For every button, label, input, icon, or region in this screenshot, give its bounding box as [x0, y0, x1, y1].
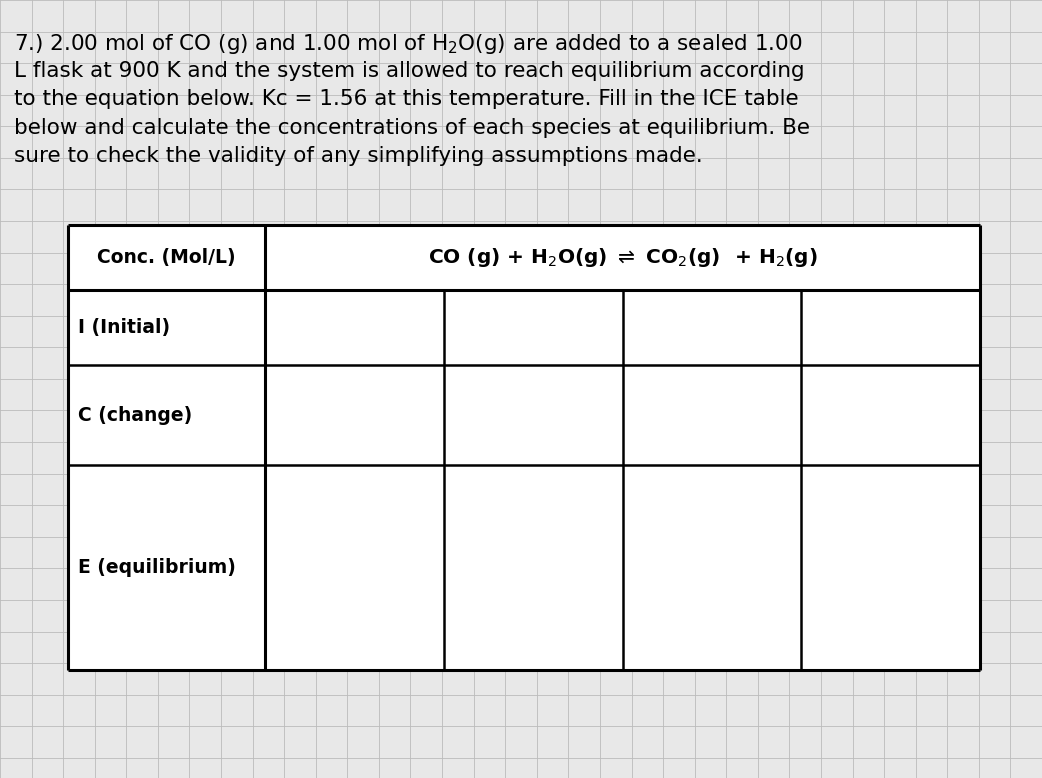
- Text: I (Initial): I (Initial): [78, 318, 170, 337]
- Text: 7.) 2.00 mol of CO (g) and 1.00 mol of H$_2$O(g) are added to a sealed 1.00: 7.) 2.00 mol of CO (g) and 1.00 mol of H…: [14, 32, 802, 56]
- Text: sure to check the validity of any simplifying assumptions made.: sure to check the validity of any simpli…: [14, 146, 702, 166]
- Bar: [68, 225, 979, 670]
- Text: below and calculate the concentrations of each species at equilibrium. Be: below and calculate the concentrations o…: [14, 117, 810, 138]
- Text: E (equilibrium): E (equilibrium): [78, 558, 235, 577]
- Text: Conc. (Mol/L): Conc. (Mol/L): [97, 248, 235, 267]
- Text: CO (g) + H$_2$O(g) $\rightleftharpoons$ CO$_2$(g)  + H$_2$(g): CO (g) + H$_2$O(g) $\rightleftharpoons$ …: [427, 246, 817, 269]
- Text: L flask at 900 K and the system is allowed to reach equilibrium according: L flask at 900 K and the system is allow…: [14, 61, 804, 80]
- Text: to the equation below. Kc = 1.56 at this temperature. Fill in the ICE table: to the equation below. Kc = 1.56 at this…: [14, 89, 798, 109]
- Text: C (change): C (change): [78, 405, 193, 425]
